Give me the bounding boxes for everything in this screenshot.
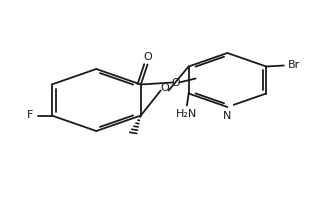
Text: Br: Br xyxy=(288,60,300,71)
Text: H₂N: H₂N xyxy=(176,108,198,118)
Text: F: F xyxy=(27,110,33,120)
Text: O: O xyxy=(160,83,169,93)
Text: O: O xyxy=(143,51,152,62)
Text: N: N xyxy=(223,111,232,121)
Text: O: O xyxy=(171,77,180,88)
